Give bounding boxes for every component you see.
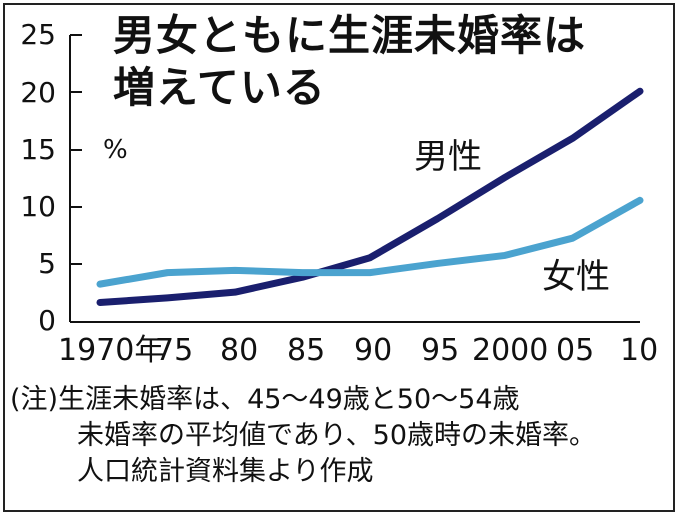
y-tick-label: 5 <box>38 247 56 280</box>
y-tick-label: 20 <box>20 76 56 109</box>
series-label-male: 男性 <box>414 137 482 177</box>
series-line-male <box>96 87 644 306</box>
x-tick-label: 1970年 <box>58 333 165 368</box>
y-tick-label: 15 <box>20 133 56 166</box>
footnote: (注)生涯未婚率は、45～49歳と50～54歳 未婚率の平均値であり、50歳時の… <box>10 382 596 490</box>
x-tick-label: 75 <box>155 333 194 368</box>
x-tick-label: 80 <box>220 333 259 368</box>
chart-title-line-2: 増えている <box>113 63 326 112</box>
series-label-female: 女性 <box>542 257 610 297</box>
x-tick-label: 90 <box>354 333 393 368</box>
chart-frame <box>3 3 675 512</box>
x-tick-label: 95 <box>421 333 460 368</box>
chart-title: 男女ともに生涯未婚率は 増えている <box>113 10 673 114</box>
y-tick-label: 25 <box>20 18 56 51</box>
y-axis-unit: % <box>103 135 128 165</box>
footnote-line: (注)生涯未婚率は、45～49歳と50～54歳 <box>10 384 520 415</box>
series-layer <box>96 87 644 306</box>
x-tick-label: 10 <box>620 333 659 368</box>
footnote-line: 人口統計資料集より作成 <box>77 456 374 487</box>
chart-title-line-1: 男女ともに生涯未婚率は <box>113 11 587 60</box>
series-line-female <box>96 196 644 288</box>
footnote-line: 未婚率の平均値であり、50歳時の未婚率。 <box>77 420 597 451</box>
y-tick-label: 0 <box>38 304 56 337</box>
x-tick-label: 05 <box>556 333 595 368</box>
y-tick-label: 10 <box>20 190 56 223</box>
x-tick-label: 2000 <box>472 333 549 368</box>
y-axis <box>69 34 82 322</box>
x-tick-label: 85 <box>287 333 326 368</box>
